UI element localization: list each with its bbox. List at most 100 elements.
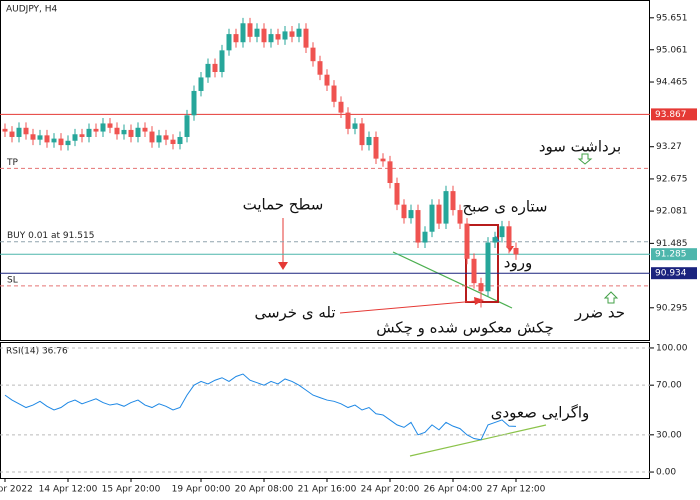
candle-body (506, 226, 512, 248)
price-label-box (651, 267, 697, 280)
candle-body (275, 34, 281, 40)
price-label-box (651, 108, 697, 121)
candle-body (16, 127, 22, 137)
annotation: واگرایی صعودی (491, 404, 590, 422)
arrow-down (577, 153, 593, 165)
candle-body (352, 123, 358, 129)
y-tick-label: 94.465 (656, 78, 688, 88)
candle-body (247, 23, 253, 37)
arrow-head (278, 262, 288, 270)
arrow-up (603, 291, 619, 304)
trend-line (392, 251, 513, 309)
candle-body (450, 191, 456, 211)
candle-body (205, 63, 211, 78)
candle-body (30, 134, 36, 140)
y-tick-label: 100.00 (656, 343, 688, 353)
candle-body (170, 139, 176, 145)
candle-body (226, 34, 232, 51)
candle-body (135, 127, 141, 137)
x-tick-label: 27 Apr 12:00 (487, 485, 546, 495)
candle-body (254, 28, 260, 37)
candle-body (513, 247, 519, 255)
candle-body (289, 31, 295, 37)
x-tick-label: 20 Apr 08:00 (235, 485, 294, 495)
y-tick-label: 30.00 (656, 430, 682, 440)
candle-body (268, 34, 274, 43)
candle-body (429, 204, 435, 232)
x-tick-label: 13 Apr 2022 (0, 485, 33, 495)
annotation: ستاره ی صبح (463, 198, 548, 216)
candle-body (387, 161, 393, 183)
candle-body (499, 226, 505, 238)
candle-body (86, 128, 92, 137)
annotation: تله ی خرسی (254, 304, 335, 322)
candle-body (282, 31, 288, 40)
y-tick-label: 92.675 (656, 174, 688, 184)
annotation: سطح حمایت (243, 196, 324, 214)
annotation: برداشت سود (539, 138, 621, 156)
candle-body (366, 136, 372, 146)
level-label: SL (7, 275, 18, 285)
candle-body (345, 112, 351, 129)
candle-body (240, 23, 246, 43)
candle-body (156, 135, 162, 143)
candle-body (107, 123, 113, 128)
annotation: حد ضرر (574, 304, 625, 322)
candle-body (65, 140, 71, 146)
y-tick-label: 70.00 (656, 381, 682, 391)
y-tick-label: 90.295 (656, 303, 688, 313)
candle-body (233, 34, 239, 43)
candle-body (261, 28, 267, 43)
arrow-head (474, 297, 484, 305)
x-tick-label: 14 Apr 12:00 (39, 485, 98, 495)
candle-body (401, 204, 407, 219)
candle-body (191, 90, 197, 116)
y-tick-label: 0.00 (656, 468, 676, 478)
chart-title: AUDJPY, H4 (6, 5, 58, 15)
candle-body (219, 50, 225, 73)
candle-body (163, 135, 169, 140)
candle-body (422, 231, 428, 243)
candle-body (436, 204, 442, 224)
highlight-box (465, 224, 499, 303)
candle-body (212, 63, 218, 73)
candle-body (492, 237, 498, 243)
level-label: TP (6, 158, 18, 168)
candle-body (338, 101, 344, 113)
candle-body (331, 85, 337, 102)
price-label-box (651, 248, 697, 261)
price-label: 93.867 (655, 110, 687, 120)
rsi-panel (0, 342, 650, 479)
x-tick-label: 21 Apr 16:00 (298, 485, 357, 495)
candle-body (408, 210, 414, 219)
rsi-line (4, 373, 517, 441)
candle-body (93, 128, 99, 132)
candle-body (317, 61, 323, 75)
candle-body (296, 28, 302, 37)
y-tick-label: 95.651 (656, 13, 688, 23)
price-label: 90.934 (655, 269, 687, 279)
candle-body (23, 127, 29, 135)
candle-body (310, 47, 316, 62)
annotation: ورود (504, 254, 532, 272)
y-tick-label: 93.27 (656, 142, 682, 152)
candle-body (79, 134, 85, 137)
candle-body (324, 74, 330, 86)
candle-body (464, 223, 470, 259)
annotation: چکش معکوس شده و چکش (376, 319, 554, 337)
candle-body (9, 131, 15, 137)
candle-body (359, 123, 365, 146)
x-tick-label: 19 Apr 00:00 (172, 485, 231, 495)
candle-body (128, 129, 134, 137)
candle-body (443, 191, 449, 224)
price-label: 91.285 (655, 250, 687, 260)
candle-body (44, 135, 50, 143)
y-tick-label: 95.061 (656, 45, 688, 55)
candle-body (51, 138, 57, 143)
candle-body (72, 134, 78, 141)
candle-body (380, 158, 386, 162)
main-panel (0, 0, 650, 341)
candle-body (114, 127, 120, 135)
candle-body (149, 131, 155, 143)
